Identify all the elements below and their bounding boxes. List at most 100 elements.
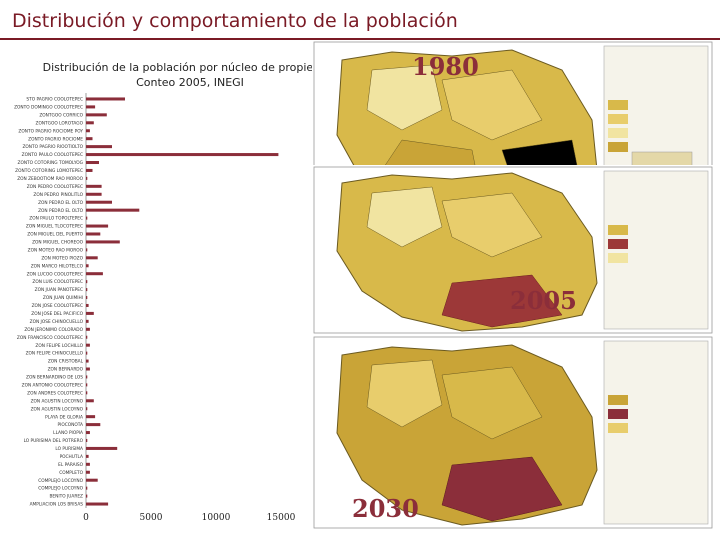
category-label: ZON AGUSTIN LOCOYNO [31,406,84,412]
map-2005 [312,165,714,335]
category-label: ZON JUAN PANOTEPEC [35,287,83,293]
category-label: ZON MIGUEL CHOREOO [32,240,84,246]
bar [86,351,88,355]
map-2030 [312,335,714,530]
category-label: ZONTO PAGRIO ROCIOME [28,136,83,142]
category-label: ZON MIGUEL DEL PUERTO [27,232,83,238]
bar [86,327,90,331]
bar [86,454,89,458]
category-label: ZON FRANCISCO COOLOTEPEC [17,335,83,341]
x-tick-label: 10000 [202,513,231,523]
category-label: ZON MARCO HILOTELCO [31,263,84,269]
category-label: LO PURISIMA DEL POTRERO [24,438,84,444]
bar [86,446,118,450]
year-label-2030: 2030 [352,494,419,523]
map-2005-zone-a [366,186,443,248]
x-tick-label: 5000 [140,513,163,523]
bar [86,97,125,101]
bar [86,176,88,180]
category-label: ZONTO COTORING TOMOLYOG [18,160,84,166]
x-tick-label: 0 [83,513,89,523]
bar [86,431,90,435]
category-label: ZON PEDRO EL OLTO [38,208,84,214]
bar [86,288,88,292]
population-bar-chart: STO PAGRIO COOLOTEPEC ZONTO DOMINGO COOLO… [14,93,360,523]
category-label: ZON MIGUEL TLOCOTEPEC [26,224,83,230]
chart-title: Distribución de la población por núcleo … [40,60,340,90]
category-label: ZONTO DOMINGO COOLOTEPEC [14,105,83,111]
category-label: ZON JOSE CHINOCUELLO [30,319,84,325]
bar [86,216,88,220]
category-label: ZONTO PAULO COOLOTEPEC [22,152,83,158]
bar [86,240,120,244]
bar [86,272,103,276]
category-label: ZONTGOO CORRICO [39,112,83,118]
map-2030-zone-a [366,359,443,428]
bar [86,200,112,204]
category-label: ZON PEDRO EL OLTO [38,200,84,206]
bar [86,248,88,252]
category-label: ZON LUIS COOLOTEPEC [32,279,83,285]
bar [86,319,89,323]
bar [86,168,93,172]
bar [86,137,93,141]
bar [86,438,88,442]
map-2005-zone-south [441,274,563,328]
bar [86,407,88,411]
bar [86,303,89,307]
bar [86,478,98,482]
bar [86,470,90,474]
bar [86,399,94,403]
bar [86,494,88,498]
bar [86,423,101,427]
bar [86,121,94,125]
map-2030-zone-b [441,366,543,440]
category-label: ZON MOTEO RAO MOROO [28,247,84,253]
bar [86,311,94,315]
bar [86,256,98,260]
bar [86,391,88,395]
category-label: ZONTGOO LOROTAGO [36,120,84,126]
chart-title-line1: Distribución de la población por núcleo … [42,61,338,74]
category-label: ZONTO COTORING LOMOTEPEC [15,168,83,174]
bar [86,129,90,133]
bar [86,375,88,379]
bar [86,462,90,466]
category-label: ZON PEDRO COOLOTEPEC [27,184,83,190]
bar [86,335,88,339]
bar [86,502,109,506]
category-label: ZON FELIPE CHINOCUELLO [26,351,84,357]
map-1980-zone-a [366,64,443,131]
x-tick-label: 15000 [267,513,296,523]
category-label: ZON MOTEO PIOZO [41,255,83,261]
category-label: ZON LUCOO COOLOTEPEC [27,271,83,277]
bar [86,486,88,490]
bar [86,296,88,300]
category-label: POCHUTLA [60,454,83,460]
category-label: ZON FELIPE LOCHILLO [35,343,83,349]
bar [86,208,140,212]
bar [86,415,96,419]
bar [86,145,112,149]
category-label: AMPLIACION LOS BRISAS [30,502,84,508]
category-label: ZON JOSE DEL PACIFICO [31,311,83,317]
category-label: COMPLETO [59,470,83,476]
bar [86,153,279,157]
bar [86,232,101,236]
bar [86,343,90,347]
category-label: ZON PAULO TOPOLTEPEC [29,216,83,222]
category-label: ZON AGUSTIN LOCOYNO [31,398,84,404]
category-label: COMPLEJO LOCOYNO [38,478,83,484]
chart-title-line2: Conteo 2005, INEGI [136,76,244,89]
category-label: ZON BERNARDINO DE LOS [26,375,83,381]
bar [86,264,89,268]
bar [86,105,96,109]
category-label: LLANO PIOPIA [53,430,83,436]
bar [86,192,102,196]
category-label: COMPLEJO LOCOYNO [38,486,83,492]
category-label: ZON JOSE COOLOTEPEC [32,303,83,309]
category-label: ZON BERNARDO [48,367,84,373]
year-label-2005: 2005 [510,286,577,315]
year-label-1980: 1980 [412,52,479,81]
bar [86,184,102,188]
